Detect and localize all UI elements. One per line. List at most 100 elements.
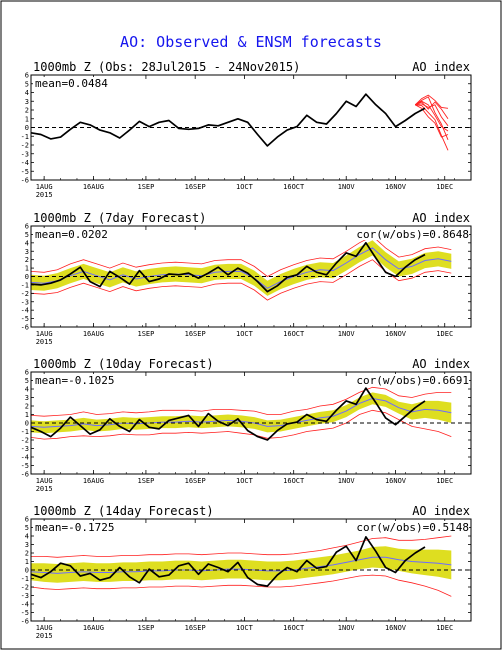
x-tick-label: 1AUG: [36, 624, 53, 632]
panel-title: 1000mb Z (10day Forecast): [33, 357, 214, 371]
mean-label: mean=-0.1725: [35, 521, 114, 534]
correlation-label-background: [353, 521, 469, 533]
mean-label-background: [33, 521, 111, 533]
ensemble-mean-line: [31, 397, 452, 428]
y-tick-label: -6: [21, 177, 29, 185]
x-year-label: 2015: [36, 485, 53, 493]
x-tick-label: 1NOV: [338, 330, 356, 338]
y-tick-label: -2: [21, 437, 29, 445]
forecast-member-line: [415, 104, 449, 151]
y-tick-label: -4: [21, 454, 29, 462]
x-tick-label: 16SEP: [185, 624, 206, 632]
correlation-label: cor(w/obs)=0.6691: [356, 374, 469, 387]
x-tick-label: 1DEC: [436, 624, 453, 632]
y-tick-label: 2: [25, 550, 29, 558]
x-tick-label: 16AUG: [83, 477, 104, 485]
y-tick-label: 2: [25, 403, 29, 411]
plot-area: [31, 235, 471, 301]
y-tick-label: -3: [21, 445, 29, 453]
y-tick-label: 6: [25, 223, 29, 231]
y-tick-label: 5: [25, 231, 29, 239]
x-tick-label: 1AUG: [36, 183, 53, 191]
y-tick-label: 5: [25, 80, 29, 88]
y-tick-label: 6: [25, 72, 29, 80]
y-tick-label: -1: [21, 281, 29, 289]
x-tick-label: 1OCT: [236, 330, 254, 338]
panel-1: 1000mb Z (Obs: 28Jul2015 - 24Nov2015) AO …: [21, 60, 472, 199]
y-tick-label: 6: [25, 516, 29, 524]
y-tick-label: -5: [21, 168, 29, 176]
x-tick-label: 16NOV: [385, 330, 407, 338]
y-tick-label: 4: [25, 533, 29, 541]
y-tick-label: 4: [25, 89, 29, 97]
y-tick-label: 2: [25, 107, 29, 115]
y-tick-label: 4: [25, 239, 29, 247]
y-tick-label: -4: [21, 601, 29, 609]
ensemble-mean-line: [31, 556, 452, 574]
y-tick-label: -2: [21, 584, 29, 592]
x-tick-label: 16AUG: [83, 624, 104, 632]
y-tick-label: 0: [25, 273, 29, 281]
y-tick-label: 3: [25, 248, 29, 256]
observed-ao-line: [31, 93, 426, 147]
observed-ao-line: [31, 536, 426, 587]
y-tick-label: -3: [21, 150, 29, 158]
plot-area: [31, 535, 471, 597]
panel-4: 1000mb Z (14day Forecast) AO index 6543210…: [21, 504, 472, 640]
ensemble-lower-bound-line: [31, 574, 452, 597]
forecast-member-line: [414, 100, 449, 132]
y-tick-label: -2: [21, 142, 29, 150]
ensemble-spread-band: [31, 546, 452, 583]
x-tick-label: 1NOV: [338, 477, 356, 485]
y-tick-label: -3: [21, 298, 29, 306]
x-tick-label: 1NOV: [338, 624, 356, 632]
x-tick-label: 1DEC: [436, 477, 453, 485]
y-tick-label: 5: [25, 524, 29, 532]
x-tick-label: 1SEP: [137, 624, 154, 632]
observed-ao-line: [31, 241, 426, 293]
forecast-member-line: [414, 104, 449, 138]
observed-ao-line: [31, 387, 426, 441]
correlation-label: cor(w/obs)=0.5148: [356, 521, 469, 534]
y-tick-label: -4: [21, 307, 29, 315]
correlation-label: cor(w/obs)=0.8648: [356, 228, 469, 241]
ensemble-upper-bound-line: [31, 386, 452, 417]
y-tick-label: 3: [25, 98, 29, 106]
x-tick-label: 1AUG: [36, 330, 53, 338]
ensemble-upper-bound-line: [31, 235, 452, 277]
panel-3: 1000mb Z (10day Forecast) AO index 6543210…: [21, 357, 472, 493]
y-tick-label: 3: [25, 541, 29, 549]
forecast-member-line: [415, 101, 449, 120]
y-tick-label: -5: [21, 609, 29, 617]
figure-title: AO: Observed & ENSM forecasts: [120, 33, 382, 51]
x-year-label: 2015: [36, 632, 53, 640]
x-tick-label: 1OCT: [236, 183, 254, 191]
x-tick-label: 1OCT: [236, 477, 254, 485]
x-tick-label: 1DEC: [436, 330, 453, 338]
x-tick-label: 1SEP: [137, 477, 154, 485]
y-tick-label: 4: [25, 386, 29, 394]
x-tick-label: 16OCT: [283, 624, 305, 632]
panel-index-label: AO index: [412, 60, 470, 74]
mean-label-background: [33, 228, 111, 240]
panel-2: 1000mb Z (7day Forecast) AO index6543210-…: [21, 211, 472, 346]
y-tick-label: 1: [25, 115, 29, 123]
x-year-label: 2015: [36, 338, 53, 346]
y-tick-label: -1: [21, 428, 29, 436]
forecast-member-line: [414, 96, 449, 140]
y-tick-label: -2: [21, 290, 29, 298]
y-tick-label: 0: [25, 567, 29, 575]
y-tick-label: -6: [21, 471, 29, 479]
x-tick-label: 16OCT: [283, 183, 305, 191]
x-tick-label: 1AUG: [36, 477, 53, 485]
x-tick-label: 16SEP: [185, 477, 206, 485]
mean-label: mean=-0.1025: [35, 374, 114, 387]
plot-area: [31, 386, 471, 441]
y-tick-label: -1: [21, 133, 29, 141]
x-tick-label: 1DEC: [436, 183, 453, 191]
x-tick-label: 16NOV: [385, 183, 407, 191]
x-tick-label: 1SEP: [137, 183, 154, 191]
y-tick-label: 5: [25, 377, 29, 385]
y-tick-label: -5: [21, 462, 29, 470]
